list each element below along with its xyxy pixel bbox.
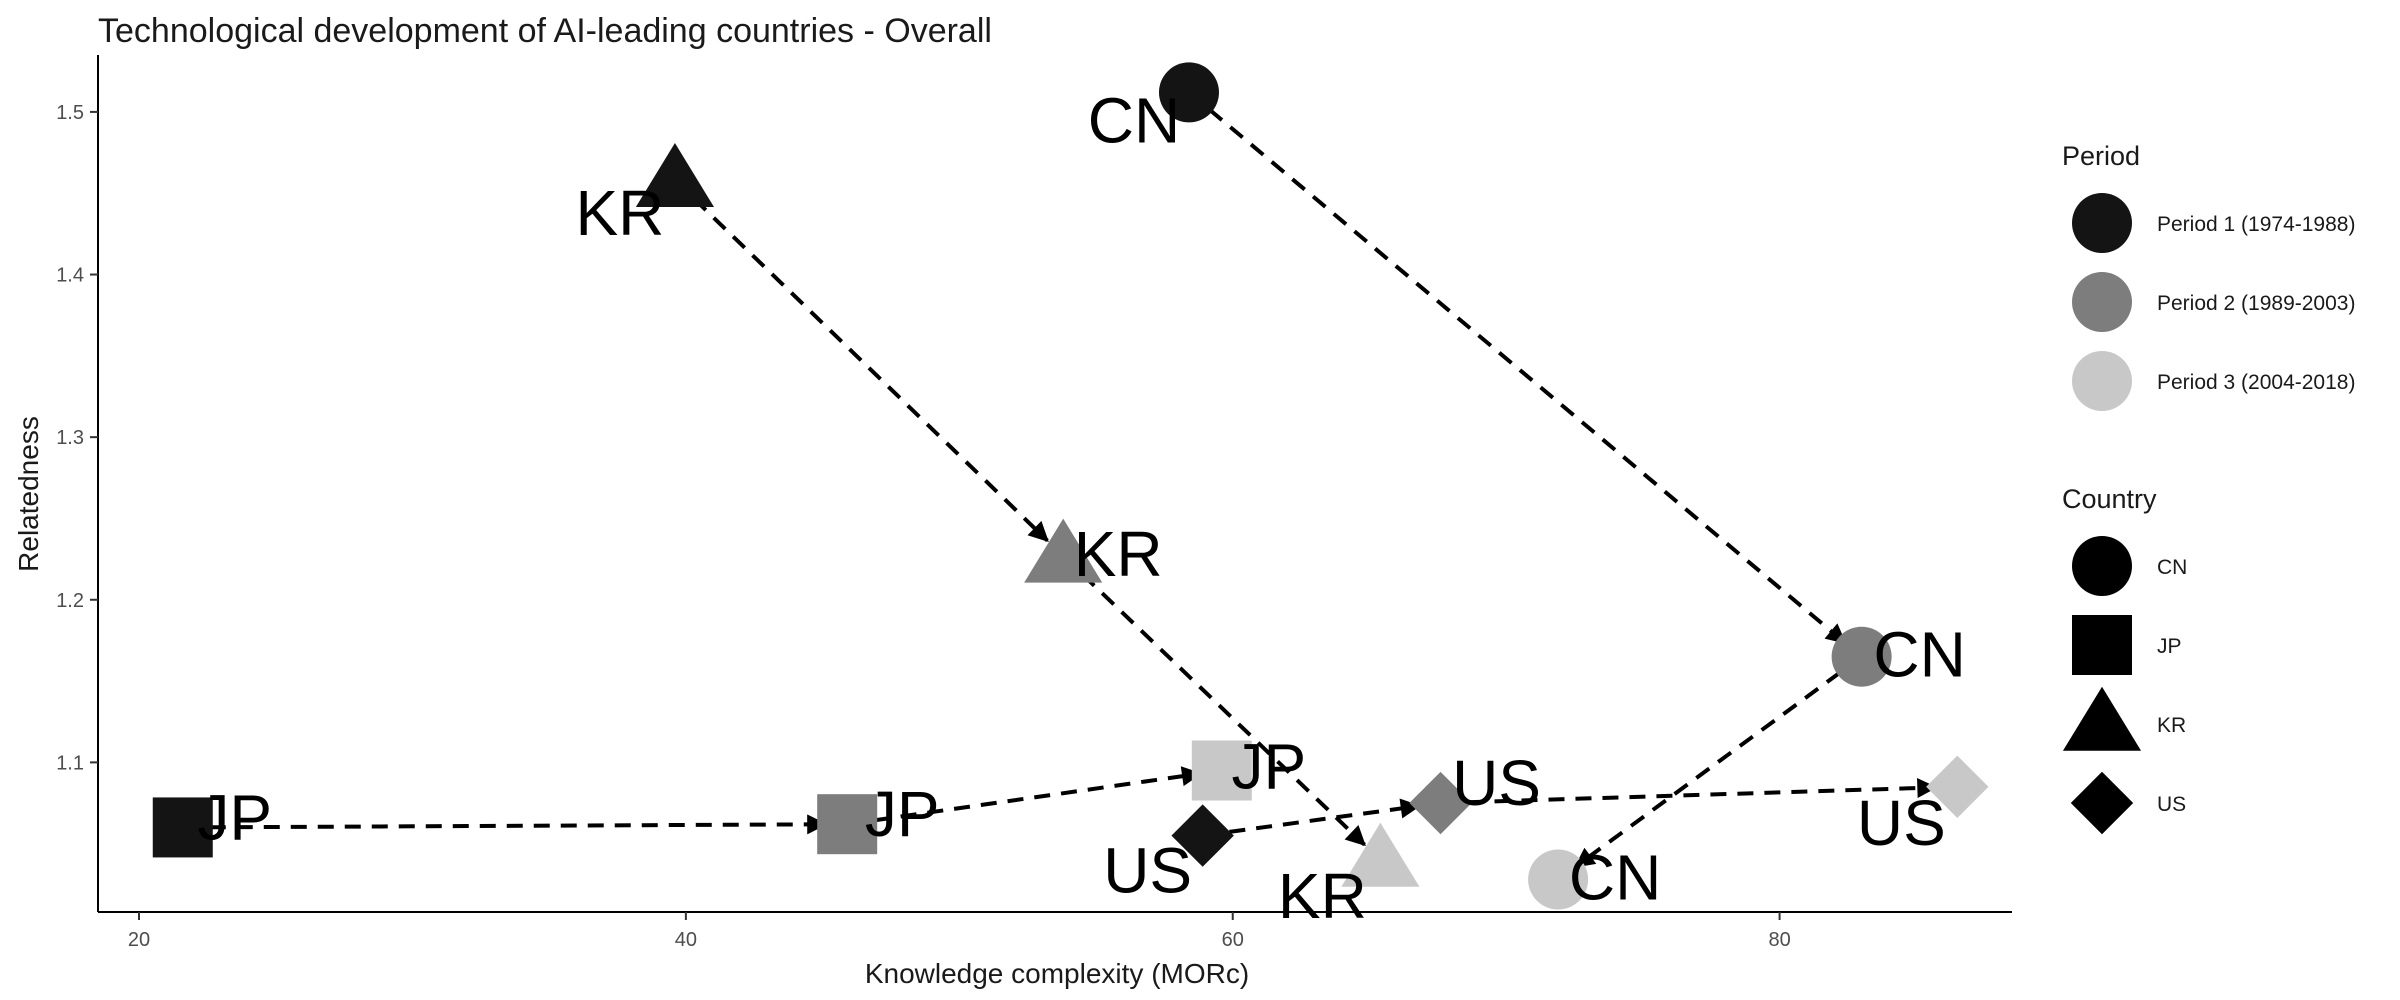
point-us-period-3 xyxy=(1926,755,1989,818)
legend-label-period: Period 2 (1989-2003) xyxy=(2157,292,2355,315)
point-label-cn: CN xyxy=(1088,84,1180,156)
point-us-period-1 xyxy=(1171,804,1234,867)
trajectory-arrow-kr xyxy=(1061,554,1366,847)
legend-title-country: Country xyxy=(2062,484,2157,514)
legend-title-period: Period xyxy=(2062,141,2140,171)
trajectory-arrow-kr xyxy=(673,178,1049,543)
point-label-us: US xyxy=(1103,835,1192,907)
legend-label-country: CN xyxy=(2157,556,2187,579)
axes: 20 40 60 80 1.1 1.2 1.3 1.4 1.5 xyxy=(56,55,2012,951)
point-cn-period-1 xyxy=(1158,62,1219,123)
point-kr-period-3 xyxy=(1341,822,1420,887)
x-tick-label: 80 xyxy=(1768,929,1790,951)
legend-key-cn xyxy=(2072,536,2132,596)
point-jp-period-2 xyxy=(817,794,878,855)
point-cn-period-3 xyxy=(1528,849,1589,910)
point-jp-period-1 xyxy=(152,797,213,858)
trajectory-arrow-us xyxy=(1202,798,1421,838)
point-kr-period-2 xyxy=(1024,518,1103,583)
legend-key-jp xyxy=(2072,615,2132,675)
y-tick-label: 1.5 xyxy=(56,102,84,124)
point-kr-period-1 xyxy=(635,143,714,208)
legend-label-period: Period 1 (1974-1988) xyxy=(2157,213,2355,236)
chart-title: Technological development of AI-leading … xyxy=(98,12,992,50)
trajectory-arrows xyxy=(182,90,1938,869)
point-label-us: US xyxy=(1857,787,1946,859)
y-tick-label: 1.3 xyxy=(56,427,84,449)
legend-label-country: KR xyxy=(2157,714,2186,737)
point-label-jp: JP xyxy=(197,781,272,853)
legend-label-country: US xyxy=(2157,793,2186,816)
point-label-us: US xyxy=(1452,747,1541,819)
legend-key-kr xyxy=(2062,686,2142,751)
point-label-kr: KR xyxy=(575,177,664,249)
legend-key-period-2 xyxy=(2072,272,2132,332)
data-points xyxy=(152,62,1989,910)
legend-key-period-1 xyxy=(2072,193,2132,253)
x-tick-label: 20 xyxy=(128,929,150,951)
y-axis-title: Relatedness xyxy=(13,416,44,572)
trajectory-arrow-jp xyxy=(182,814,828,835)
legend: Period Period 1 (1974-1988) Period 2 (1989… xyxy=(2062,141,2355,835)
trajectory-arrow-jp xyxy=(846,766,1202,827)
legend-key-period-3 xyxy=(2072,351,2132,411)
trajectory-arrow-cn xyxy=(1187,90,1847,645)
point-cn-period-2 xyxy=(1831,626,1892,687)
x-tick-label: 60 xyxy=(1222,929,1244,951)
point-label-jp: JP xyxy=(865,778,940,850)
trajectory-arrow-cn xyxy=(1574,655,1863,869)
legend-label-country: JP xyxy=(2157,635,2182,658)
y-tick-label: 1.4 xyxy=(56,265,84,287)
point-label-jp: JP xyxy=(1231,731,1306,803)
y-tick-label: 1.1 xyxy=(56,752,84,774)
point-label-kr: KR xyxy=(1074,518,1163,590)
point-us-period-2 xyxy=(1409,771,1472,835)
point-label-kr: KR xyxy=(1278,860,1367,932)
legend-key-us xyxy=(2070,771,2134,835)
point-label-cn: CN xyxy=(1873,619,1965,691)
x-axis-title: Knowledge complexity (MORc) xyxy=(865,958,1249,989)
point-label-cn: CN xyxy=(1569,841,1661,913)
trajectory-arrow-us xyxy=(1440,778,1938,806)
point-jp-period-3 xyxy=(1191,740,1252,801)
legend-label-period: Period 3 (2004-2018) xyxy=(2157,371,2355,394)
point-labels: CN CN CN JP JP JP KR KR KR US US US xyxy=(197,84,1965,932)
y-tick-label: 1.2 xyxy=(56,590,84,612)
x-tick-label: 40 xyxy=(675,929,697,951)
